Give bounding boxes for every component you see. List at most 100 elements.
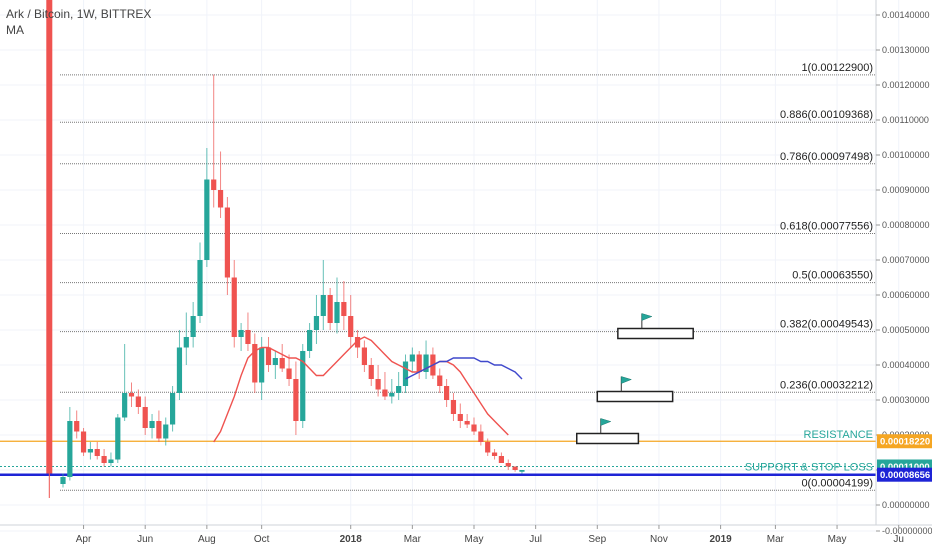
candle-body	[156, 421, 162, 439]
time-tick-label: Oct	[254, 534, 270, 545]
candle-body	[471, 424, 477, 432]
flag-icon	[621, 376, 633, 384]
price-tick-label: 0.00110000	[882, 115, 929, 125]
moving-averages	[213, 336, 523, 443]
candle-body	[437, 375, 443, 386]
candle-body	[341, 302, 347, 316]
fib-level-label: 0.618(0.00077556)	[780, 221, 873, 233]
candle-body	[197, 260, 203, 316]
time-tick-label: Aug	[198, 534, 216, 545]
candle-body	[87, 449, 93, 453]
fib-level-label: 0(0.00004199)	[801, 477, 873, 489]
support-price-tag: 0.00011000	[880, 462, 930, 473]
price-tick-label: 0.00030000	[882, 395, 930, 405]
candle-body	[491, 452, 498, 456]
target-box[interactable]	[617, 327, 694, 340]
candle-body	[238, 330, 244, 337]
candle-body	[108, 459, 114, 463]
time-tick-label: 2019	[709, 534, 732, 545]
price-axis[interactable]: 0.00140000 0.00130000 0.00120000 0.00110000…	[876, 10, 932, 536]
current-price-tag-bg	[877, 467, 932, 482]
fib-level-label: 0.786(0.00097498)	[780, 151, 873, 163]
candle-body	[245, 330, 251, 344]
candle-body	[101, 456, 107, 463]
candle-body	[279, 358, 285, 369]
flag-icon	[600, 418, 612, 426]
fib-level-label: 0.5(0.00063550)	[792, 270, 873, 282]
target-box[interactable]	[576, 432, 640, 445]
candle-body	[307, 330, 313, 351]
chart-legend: Ark / Bitcoin, 1W, BITTREX MA	[6, 6, 151, 38]
candle-body	[409, 354, 415, 362]
candle-body	[327, 295, 333, 323]
resistance-price-tag-bg	[877, 434, 932, 449]
candle-body	[382, 389, 388, 397]
candle-body	[135, 396, 141, 407]
candle-body	[259, 347, 265, 383]
candle-body	[183, 337, 189, 348]
time-axis[interactable]: Apr Jun Aug Oct 2018 Mar May Jul Sep Nov 2019 Mar Ma…	[76, 525, 904, 545]
price-tick-label: 0.00050000	[882, 325, 930, 335]
support-label: SUPPORT & STOP LOSS	[745, 462, 873, 474]
time-tick-label: Mar	[767, 534, 785, 545]
candle-body	[149, 421, 155, 428]
candle-body	[163, 424, 169, 439]
price-tick-label: 0.00080000	[882, 220, 930, 230]
time-tick-label: Sep	[588, 534, 606, 545]
candle-body	[80, 431, 87, 453]
resistance-price-tag: 0.00018220	[880, 437, 930, 448]
grid-lines	[0, 0, 900, 532]
target-annotations[interactable]	[576, 313, 694, 445]
price-tick-label: 0.00100000	[882, 150, 930, 160]
time-tick-label: Jun	[137, 534, 153, 545]
flag-icon	[641, 313, 653, 321]
time-tick-label: May	[465, 534, 484, 545]
key-levels: RESISTANCE SUPPORT & STOP LOSS	[0, 429, 876, 476]
price-tick-label: 0.00040000	[882, 360, 930, 370]
candle-body	[444, 386, 450, 400]
indicator-label[interactable]: MA	[6, 23, 24, 37]
candlestick-series	[46, 0, 525, 498]
candle-body	[190, 316, 196, 337]
price-tick-label: 0.00000000	[882, 500, 930, 510]
candle-body	[505, 463, 511, 467]
symbol-title[interactable]: Ark / Bitcoin, 1W, BITTREX	[6, 7, 152, 21]
time-tick-label: Ju	[893, 534, 904, 545]
fib-level-label: 0.886(0.00109368)	[780, 109, 873, 121]
candle-body	[423, 354, 429, 372]
candle-body	[498, 456, 504, 463]
candle-body	[313, 316, 320, 330]
fib-level-label: 1(0.00122900)	[801, 62, 873, 74]
candle-body	[450, 400, 457, 414]
candle-body	[485, 442, 491, 453]
candle-body	[293, 379, 299, 421]
candle-body	[211, 179, 217, 190]
candle-body	[46, 0, 53, 474]
candle-body	[272, 358, 278, 365]
candle-body	[334, 302, 340, 323]
price-tick-label: 0.00060000	[882, 290, 930, 300]
moving-average-blue	[405, 357, 523, 380]
candle-body	[217, 190, 224, 208]
candle-body	[354, 337, 361, 348]
candle-body	[94, 449, 100, 456]
candle-body	[115, 417, 121, 460]
time-tick-label: 2018	[340, 534, 363, 545]
time-tick-label: Apr	[76, 534, 92, 545]
time-tick-label: Mar	[404, 534, 422, 545]
candle-body	[60, 477, 66, 484]
candle-body	[320, 295, 326, 316]
candle-body	[204, 179, 210, 260]
candle-body	[74, 421, 80, 432]
current-price-tag: 0.00008656	[880, 470, 930, 481]
candle-body	[348, 316, 354, 337]
price-tick-label: 0.00130000	[882, 45, 930, 55]
candle-body	[464, 421, 470, 425]
target-box[interactable]	[596, 390, 674, 403]
time-tick-label: Nov	[650, 534, 668, 545]
candle-body	[265, 347, 272, 365]
candle-body	[300, 351, 306, 421]
moving-average-red	[213, 336, 509, 443]
candle-body	[389, 393, 395, 397]
